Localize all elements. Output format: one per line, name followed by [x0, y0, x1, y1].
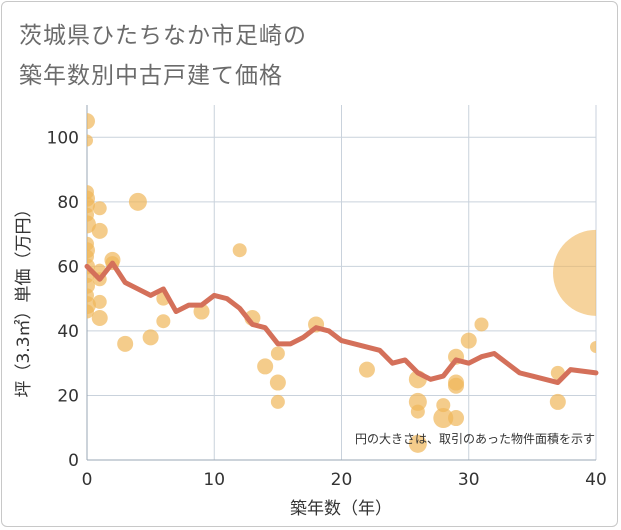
- trend-layer: [84, 260, 599, 386]
- y-axis-label: 坪（3.3㎡）単価（万円）: [14, 200, 34, 397]
- x-tick-label: 0: [82, 470, 93, 490]
- bubble-size-note: 円の大きさは、取引のあった物件面積を示す: [355, 431, 595, 446]
- data-bubble: [448, 410, 465, 427]
- data-bubble: [474, 317, 489, 332]
- data-bubble: [270, 346, 285, 361]
- y-tick-label: 0: [68, 451, 79, 471]
- data-bubble: [269, 374, 286, 391]
- data-bubble: [156, 314, 171, 329]
- data-bubble: [257, 358, 274, 375]
- data-bubble: [460, 332, 477, 349]
- data-bubble: [87, 113, 95, 130]
- x-tick-label: 10: [203, 470, 225, 490]
- y-tick-label: 20: [57, 386, 79, 406]
- data-bubble: [87, 304, 94, 319]
- grid: [86, 105, 597, 461]
- data-bubble: [232, 243, 247, 258]
- y-tick-label: 80: [57, 193, 79, 213]
- data-bubble: [91, 222, 108, 239]
- data-bubble: [91, 310, 108, 326]
- data-bubble: [448, 377, 465, 394]
- data-bubble: [128, 192, 147, 211]
- data-bubble: [410, 404, 425, 419]
- y-tick-label: 100: [47, 128, 79, 148]
- data-bubble: [270, 394, 285, 409]
- data-bubble: [142, 329, 159, 346]
- x-tick-label: 30: [458, 470, 480, 490]
- y-tick-label: 60: [57, 257, 79, 277]
- data-bubble: [549, 393, 566, 410]
- x-tick-label: 20: [331, 470, 353, 490]
- data-bubble: [433, 408, 454, 429]
- chart-title-line-2: 築年数別中古戸建て価格: [19, 63, 283, 89]
- data-bubble: [408, 434, 427, 453]
- data-bubble: [92, 201, 107, 216]
- x-axis-label: 築年数（年）: [290, 499, 392, 519]
- bubbles: [87, 113, 596, 453]
- data-bubble: [92, 294, 107, 309]
- data-bubble: [553, 229, 596, 316]
- data-bubble: [358, 361, 375, 378]
- trend-line: [84, 260, 599, 386]
- data-bubble: [87, 134, 93, 147]
- data-bubble: [436, 398, 451, 413]
- y-tick-label: 40: [57, 322, 79, 342]
- x-tick-label: 40: [585, 470, 607, 490]
- data-bubble: [590, 341, 596, 354]
- data-bubble: [117, 335, 134, 352]
- tick-labels: 0 10 20 30 40 0 20 40 60 80 100: [47, 128, 607, 490]
- chart-title-line-1: 茨城県ひたちなか市足崎の: [19, 23, 307, 49]
